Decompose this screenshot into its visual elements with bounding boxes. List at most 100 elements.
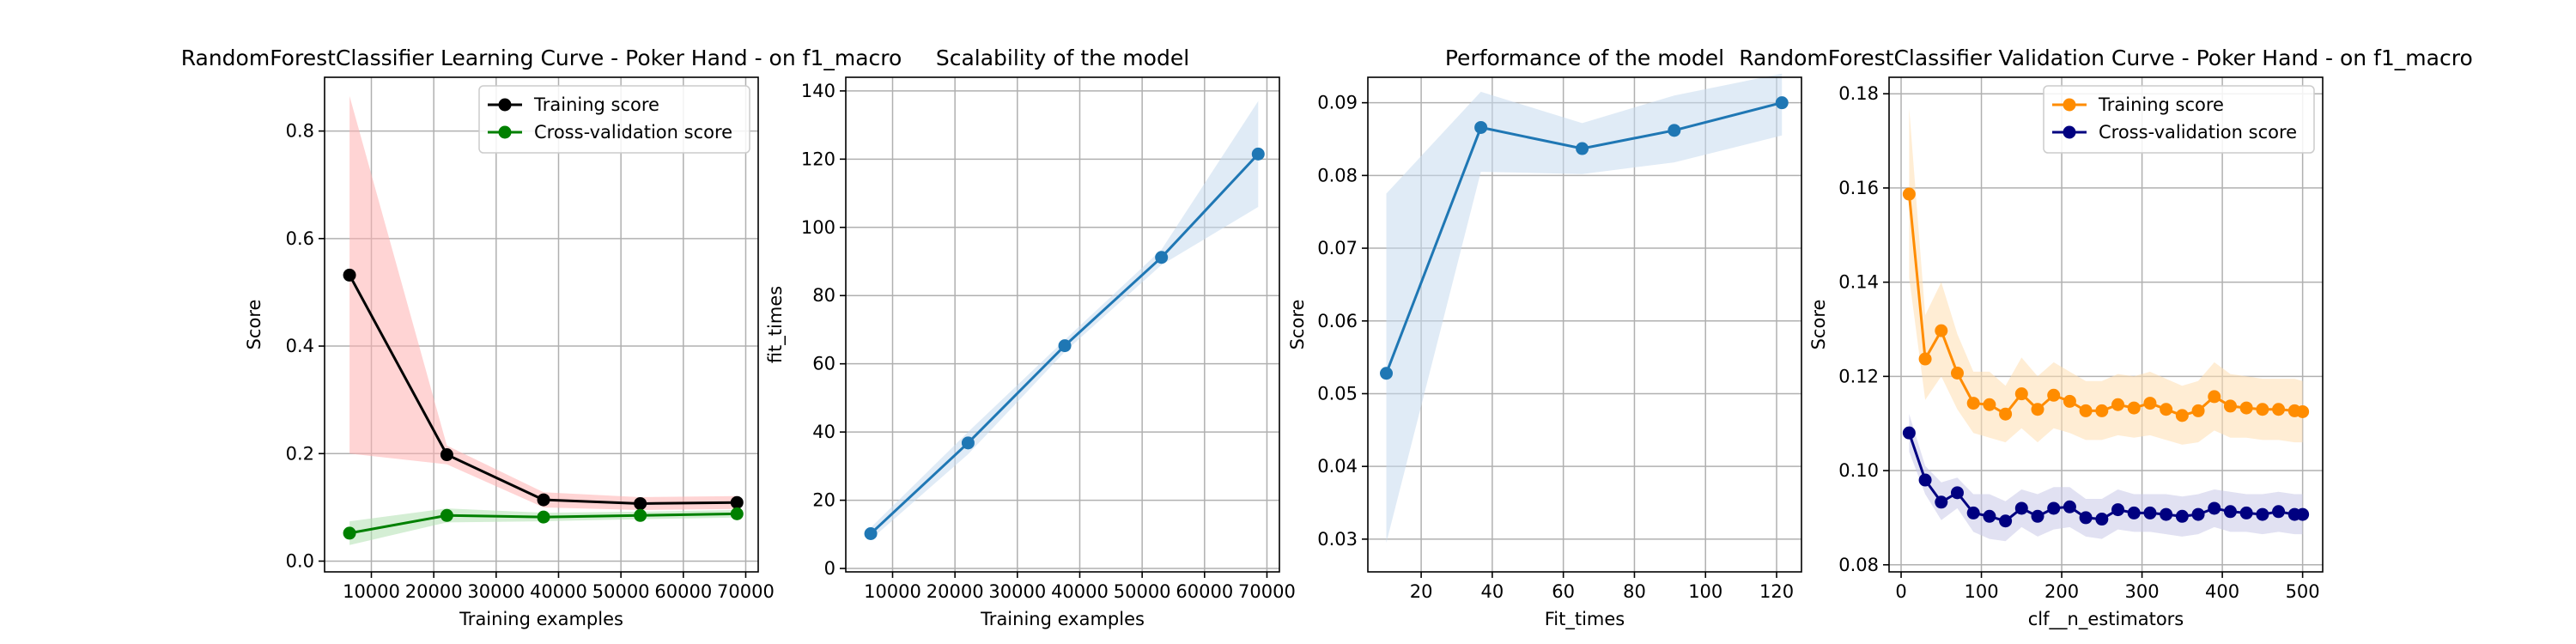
legend-marker xyxy=(2063,125,2076,139)
data-point xyxy=(1251,147,1265,161)
data-point xyxy=(2191,404,2205,417)
x-axis-label: clf__n_estimators xyxy=(2028,609,2184,630)
data-point xyxy=(2191,507,2205,521)
data-point xyxy=(1155,251,1169,264)
legend-label: Cross-validation score xyxy=(2099,122,2297,143)
data-point xyxy=(1902,187,1916,201)
data-point xyxy=(2223,505,2237,519)
data-point xyxy=(2143,506,2157,519)
x-tick-label: 70000 xyxy=(717,581,775,602)
chart-title: RandomForestClassifier Learning Curve - … xyxy=(181,46,902,70)
data-point xyxy=(2014,501,2028,515)
data-point xyxy=(1058,339,1072,353)
data-point xyxy=(1902,426,1916,440)
data-point xyxy=(1950,486,1964,500)
chart-panel-3: 20 40 60 80 100 120 0.03 0.04 0.05 0.06 0.07 0.08 0.… xyxy=(1287,46,1802,630)
data-point xyxy=(634,508,647,522)
chart-panel-4: 0 100 200 300 400 500 0.08 0.10 0.12 0.14 0.16 0.18… xyxy=(1739,46,2473,630)
data-point xyxy=(343,268,356,282)
y-tick-label: 60 xyxy=(812,354,835,374)
x-tick-label: 60000 xyxy=(1176,581,1233,602)
data-point xyxy=(2208,390,2221,404)
data-point xyxy=(1999,407,2013,421)
y-axis-label: Score xyxy=(1808,300,1829,350)
y-tick-label: 0 xyxy=(824,558,835,579)
data-point xyxy=(2063,394,2076,408)
data-point xyxy=(2095,513,2109,526)
legend-label: Cross-validation score xyxy=(534,122,732,143)
x-axis-label: Training examples xyxy=(459,609,623,629)
data-point xyxy=(1999,514,2013,528)
x-tick-label: 20000 xyxy=(927,581,984,602)
y-tick-label: 0.03 xyxy=(1317,529,1358,550)
y-tick-label: 0.10 xyxy=(1838,460,1879,481)
data-point xyxy=(2047,388,2061,402)
data-point xyxy=(1668,124,1681,137)
data-point xyxy=(2296,507,2310,521)
data-point xyxy=(2208,501,2221,515)
x-tick-label: 20 xyxy=(1410,581,1433,602)
std-band xyxy=(1386,73,1783,544)
legend-marker xyxy=(498,98,512,112)
x-tick-label: 20000 xyxy=(405,581,463,602)
x-tick-label: 30000 xyxy=(467,581,525,602)
data-point xyxy=(2079,511,2093,525)
data-point xyxy=(2160,403,2173,416)
x-tick-label: 50000 xyxy=(1114,581,1171,602)
std-band xyxy=(349,95,738,511)
x-tick-label: 30000 xyxy=(988,581,1046,602)
data-point xyxy=(2127,506,2141,519)
data-point xyxy=(1775,96,1789,110)
data-point xyxy=(2296,404,2310,418)
x-tick-label: 10000 xyxy=(864,581,921,602)
data-point xyxy=(1918,352,1932,366)
y-axis-label: Score xyxy=(244,300,264,350)
data-point xyxy=(1935,324,1948,337)
y-tick-label: 0.16 xyxy=(1838,178,1879,198)
y-tick-label: 0.07 xyxy=(1317,238,1358,258)
legend-label: Training score xyxy=(533,94,659,115)
data-point xyxy=(730,507,744,520)
data-point xyxy=(2047,501,2061,515)
y-tick-label: 0.08 xyxy=(1838,555,1879,575)
y-tick-label: 0.0 xyxy=(286,550,314,571)
y-tick-label: 0.8 xyxy=(286,121,314,142)
y-axis-label: fit_times xyxy=(765,286,787,363)
legend-marker xyxy=(498,125,512,139)
y-tick-label: 80 xyxy=(812,285,835,306)
data-point xyxy=(2256,403,2269,416)
chart-title: RandomForestClassifier Validation Curve … xyxy=(1739,46,2473,70)
data-point xyxy=(2160,507,2173,521)
data-point xyxy=(634,496,647,510)
data-point xyxy=(2063,500,2076,513)
x-tick-label: 40000 xyxy=(530,581,587,602)
y-tick-label: 0.08 xyxy=(1317,165,1358,185)
data-point xyxy=(2175,509,2189,523)
x-tick-label: 50000 xyxy=(592,581,650,602)
plot-frame xyxy=(1888,76,2324,573)
data-point xyxy=(2095,404,2109,417)
std-band xyxy=(871,100,1259,540)
data-point xyxy=(1380,367,1394,380)
plot-frame xyxy=(1367,76,1802,573)
x-tick-label: 70000 xyxy=(1238,581,1296,602)
x-tick-label: 400 xyxy=(2205,581,2239,602)
plot-frame xyxy=(845,76,1280,573)
y-tick-label: 0.4 xyxy=(286,336,314,356)
data-point xyxy=(1918,473,1932,487)
data-point xyxy=(1983,509,1996,523)
x-tick-label: 40000 xyxy=(1051,581,1109,602)
x-tick-label: 0 xyxy=(1895,581,1906,602)
y-tick-label: 0.2 xyxy=(286,443,314,464)
std-band xyxy=(1909,414,2303,542)
data-point xyxy=(1474,120,1488,134)
data-point xyxy=(2239,506,2253,519)
data-point xyxy=(1966,397,1980,410)
data-point xyxy=(2014,387,2028,401)
x-tick-label: 300 xyxy=(2125,581,2160,602)
data-point xyxy=(2256,507,2269,521)
x-tick-label: 100 xyxy=(1688,581,1722,602)
data-point xyxy=(2031,403,2044,416)
y-tick-label: 0.05 xyxy=(1317,383,1358,404)
data-point xyxy=(2079,404,2093,417)
